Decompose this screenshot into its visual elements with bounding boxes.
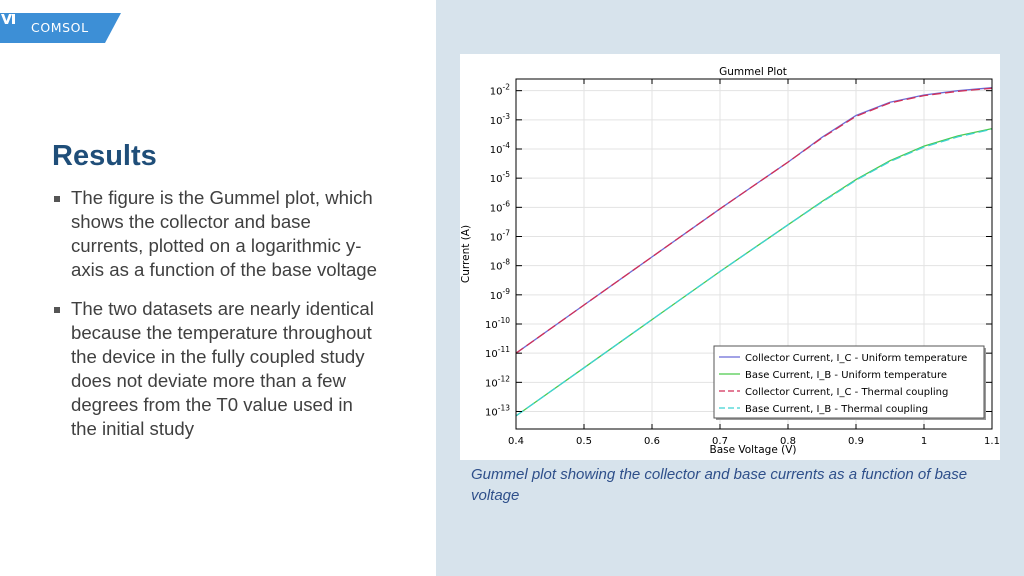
y-tick-label: 10-4	[490, 141, 510, 156]
square-bullet-icon	[54, 196, 60, 202]
comsol-mark-icon	[1, 14, 15, 24]
y-tick-label: 10-8	[490, 258, 510, 273]
y-tick-label: 10-6	[490, 199, 510, 214]
chart-title: Gummel Plot	[719, 66, 787, 78]
bullet-item: The two datasets are nearly identical be…	[52, 297, 382, 441]
legend-box	[713, 345, 985, 419]
y-axis-label: Current (A)	[460, 225, 472, 283]
y-tick-label: 10-5	[490, 170, 510, 185]
x-tick-label: 0.5	[576, 436, 592, 447]
y-tick-label: 10-13	[485, 404, 510, 419]
x-tick-label: 1.1	[984, 436, 1000, 447]
gummel-chart: 0.4 0.5 0.6 0.7 0.8 0.9 1 1.1 10-2 10-3 10-4 10-5 10…	[460, 54, 1000, 460]
chart-canvas: 0.4 0.5 0.6 0.7 0.8 0.9 1 1.1 10-2 10-3 10-4 10-5 10…	[460, 54, 1000, 460]
x-tick-label: 0.8	[780, 436, 796, 447]
legend-label: Base Current, I_B - Uniform temperature	[745, 370, 947, 381]
y-tick-label: 10-9	[490, 287, 510, 302]
y-tick-label: 10-3	[490, 112, 510, 127]
square-bullet-icon	[54, 307, 60, 313]
y-tick-label: 10-11	[485, 345, 510, 360]
y-tick-label: 10-7	[490, 229, 510, 244]
bullet-list: The figure is the Gummel plot, which sho…	[52, 186, 382, 456]
y-tick-label: 10-10	[485, 316, 510, 331]
legend-label: Collector Current, I_C - Thermal couplin…	[745, 387, 948, 398]
y-tick-label: 10-2	[490, 83, 510, 98]
bullet-text: The two datasets are nearly identical be…	[71, 298, 374, 439]
chart-caption: Gummel plot showing the collector and ba…	[471, 466, 968, 504]
x-tick-label: 0.4	[508, 436, 524, 447]
logo-text: COMSOL	[31, 20, 89, 35]
logo-tab-shape	[0, 13, 121, 43]
y-tick-label: 10-12	[485, 374, 510, 389]
x-tick-label: 1	[921, 436, 927, 447]
legend-label: Collector Current, I_C - Uniform tempera…	[745, 353, 967, 364]
bullet-item: The figure is the Gummel plot, which sho…	[52, 186, 382, 282]
series-line-4	[515, 128, 993, 417]
bullet-text: The figure is the Gummel plot, which sho…	[71, 187, 377, 280]
x-tick-label: 0.7	[712, 436, 728, 447]
legend-label: Base Current, I_B - Thermal coupling	[745, 404, 928, 415]
series-line-3	[515, 87, 993, 354]
plot-area-frame	[515, 78, 993, 430]
comsol-logo: COMSOL	[0, 13, 122, 43]
slide-title: Results	[52, 140, 157, 172]
x-tick-label: 0.9	[848, 436, 864, 447]
x-axis-label: Base Voltage (V)	[709, 444, 796, 456]
x-tick-label: 0.6	[644, 436, 660, 447]
